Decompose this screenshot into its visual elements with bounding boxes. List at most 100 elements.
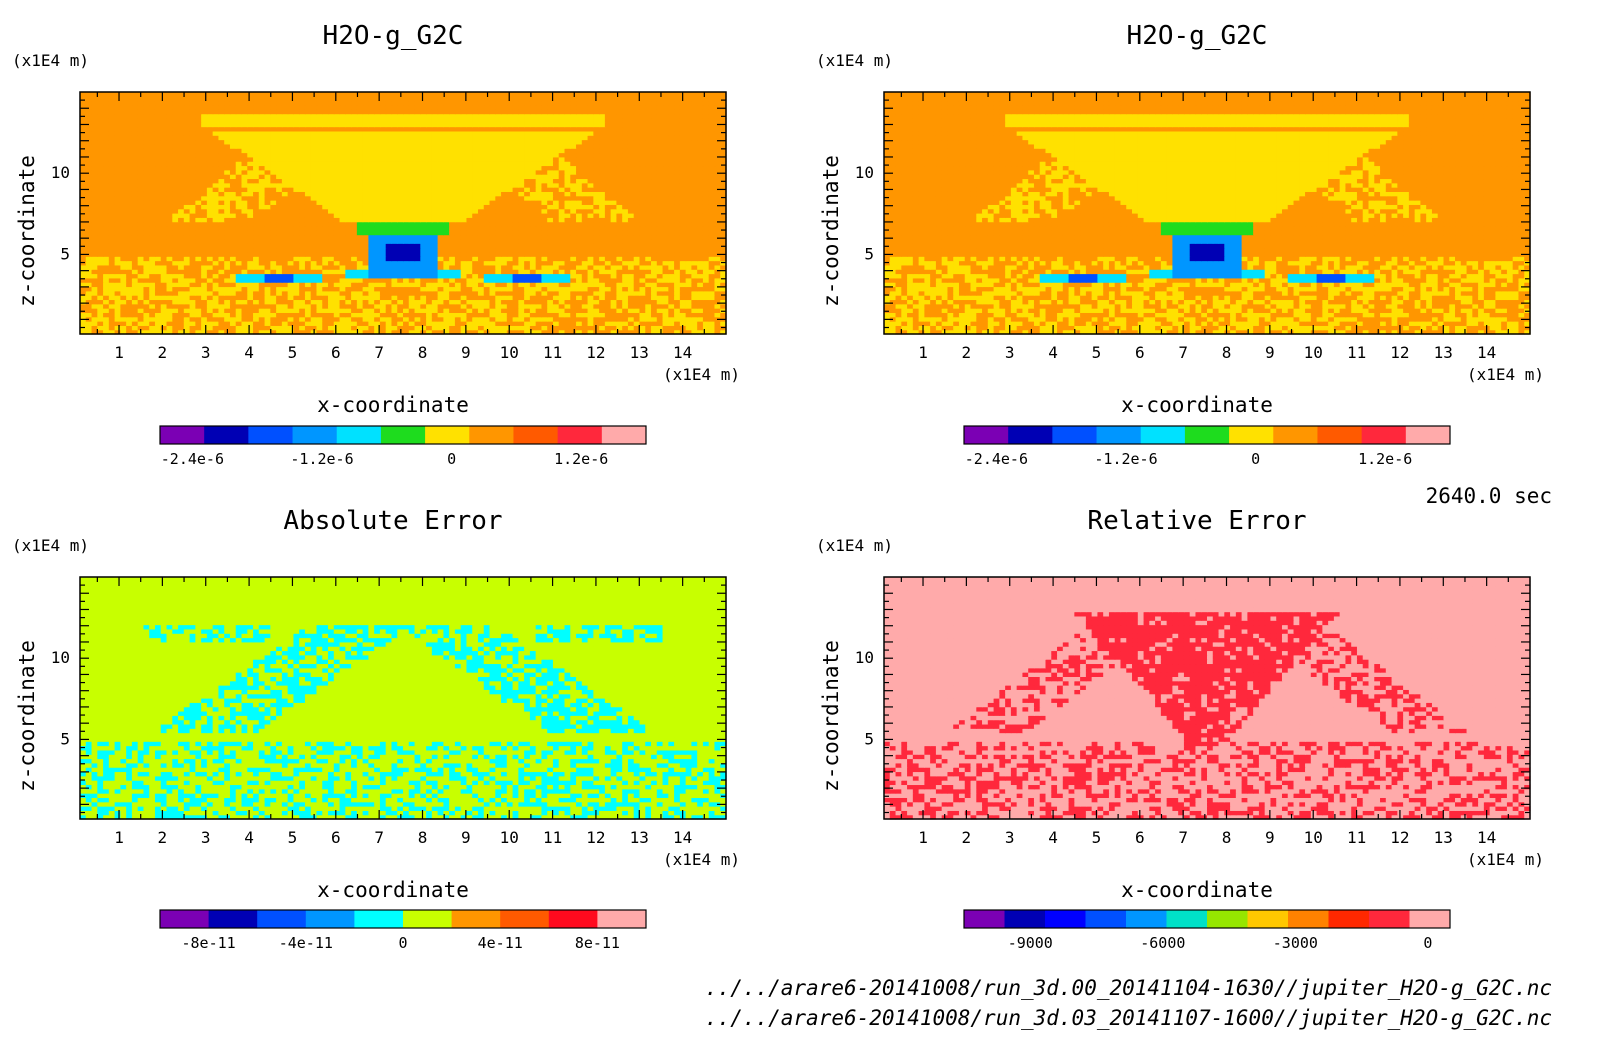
field-cell [190,165,196,170]
field-cell [570,222,576,227]
field-cell [634,213,640,218]
field-cell [224,222,230,227]
field-cell [115,196,121,201]
field-cell [628,239,634,244]
field-cell [213,269,219,274]
field-cell [576,178,582,183]
field-cell [120,157,126,162]
field-cell [380,204,386,209]
field-cell [703,170,709,175]
field-cell [628,286,634,291]
field-cell [657,153,663,158]
field-cell [605,191,611,196]
field-cell [709,183,715,188]
field-cell [588,213,594,218]
field-cell [311,213,317,218]
field-cell [270,153,276,158]
field-cell [345,252,351,257]
field-cell [634,248,640,253]
field-cell [674,265,680,270]
field-cell [472,248,478,253]
field-cell [553,269,559,274]
field-cell [363,153,369,158]
field-cell [299,144,305,149]
field-cell [276,304,282,309]
field-cell [143,291,149,296]
field-cell [478,282,484,287]
field-cell [588,243,594,248]
field-cell [380,213,386,218]
field-cell [426,252,432,257]
field-cell [92,196,98,201]
field-cell [524,183,530,188]
field-cell [363,325,369,330]
field-cell [213,200,219,205]
field-cell [161,170,167,175]
field-cell [409,278,415,283]
field-cell [224,274,230,279]
field-cell [97,148,103,153]
field-cell [634,144,640,149]
field-cell [593,222,599,227]
field-cell [293,165,299,170]
field-cell [478,183,484,188]
field-cell [322,317,328,322]
field-cell [495,291,501,296]
field-cell [103,256,109,261]
field-cell [236,278,242,283]
field-cell [674,278,680,283]
field-cell [201,144,207,149]
field-cell [455,321,461,326]
field-cell [218,161,224,166]
field-cell [282,248,288,253]
field-cell [299,209,305,214]
field-cell [259,148,265,153]
field-cell [645,308,651,313]
field-cell [645,274,651,279]
field-cell [478,304,484,309]
field-cell [201,217,207,222]
field-cell [582,191,588,196]
field-cell [478,153,484,158]
field-cell [518,183,524,188]
field-cell [80,209,86,214]
field-cell [703,278,709,283]
field-cell [265,200,271,205]
field-cell [415,321,421,326]
field-cell [265,312,271,317]
field-cell [149,148,155,153]
field-cell [143,252,149,257]
field-cell [190,230,196,235]
field-cell [663,161,669,166]
field-cell [599,286,605,291]
field-cell [92,209,98,214]
field-cell [686,265,692,270]
field-cell [374,200,380,205]
field-cell [167,299,173,304]
field-cell [161,261,167,266]
field-cell [507,222,513,227]
field-cell [328,144,334,149]
field-cell [149,209,155,214]
field-cell [293,196,299,201]
field-cell [541,295,547,300]
field-cell [663,269,669,274]
field-cell [628,183,634,188]
field-cell [282,170,288,175]
field-cell [605,153,611,158]
field-cell [639,274,645,279]
field-cell [120,140,126,145]
field-cell [634,291,640,296]
field-cell [184,278,190,283]
field-cell [299,161,305,166]
field-cell [403,148,409,153]
field-cell [426,304,432,309]
field-cell [507,204,513,209]
field-cell [293,256,299,261]
field-cell [259,140,265,145]
field-cell [242,248,248,253]
field-cell [363,299,369,304]
field-cell [582,161,588,166]
field-cell [86,148,92,153]
field-cell [634,204,640,209]
